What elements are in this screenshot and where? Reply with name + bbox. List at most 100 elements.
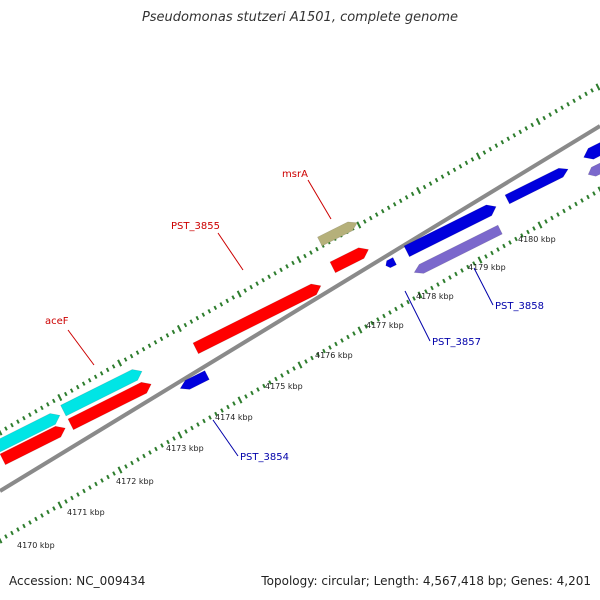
lower-scale-tick [370, 320, 374, 326]
acef-label: aceF [45, 316, 69, 327]
upper-scale-tick [524, 126, 529, 131]
upper-scale-tick [243, 288, 247, 293]
lower-scale-tick [184, 429, 188, 434]
lower-scale-tick [208, 415, 212, 420]
genome-backbone [0, 124, 600, 493]
upper-scale-tick [10, 422, 14, 428]
lower-scale-tick [556, 212, 560, 217]
scale-label: 4170 kbp [17, 541, 55, 550]
lower-scale-tick [136, 457, 140, 462]
lower-scale-tick [592, 191, 596, 196]
upper-scale-tick [458, 164, 463, 169]
upper-scale-tick [500, 139, 505, 145]
upper-scale-tick [296, 255, 302, 264]
upper-scale-tick [595, 83, 600, 91]
upper-scale-tick [273, 271, 277, 276]
upper-scale-tick [434, 177, 439, 183]
lower-scale-tick [382, 313, 386, 319]
upper-scale-tick [482, 150, 487, 155]
lower-scale-tick [148, 450, 152, 455]
upper-scale-tick [255, 281, 259, 286]
lower-scale-tick [436, 282, 440, 287]
lower-scale-tick [357, 326, 363, 334]
pst-3857-leader [404, 290, 431, 342]
upper-scale-tick [572, 98, 576, 104]
lower-scale-tick [280, 373, 284, 378]
lower-scale-tick [448, 275, 452, 280]
upper-scale-tick [16, 419, 20, 424]
upper-scale-tick [518, 129, 523, 135]
upper-scale-tick [404, 195, 409, 200]
lower-scale-tick [4, 534, 8, 539]
map-title: Pseudomonas stutzeri A1501, complete gen… [141, 10, 459, 25]
lower-scale-tick [226, 404, 230, 410]
gene-pst-3855 [192, 283, 322, 355]
msra-leader [307, 179, 332, 220]
upper-scale-tick [105, 367, 110, 373]
gene-forward-1 [0, 425, 66, 466]
pst-3855-label: PST_3855 [171, 221, 220, 232]
lower-scale-tick [502, 243, 506, 249]
lower-scale-tick [0, 537, 3, 544]
lower-scale-tick [142, 453, 146, 459]
lower-scale-tick [268, 380, 272, 385]
lower-scale-tick [52, 506, 56, 511]
lower-scale-tick [484, 254, 488, 259]
upper-scale-tick [578, 95, 582, 100]
upper-scale-tick [176, 324, 182, 333]
gene-pst-3857 [385, 257, 397, 269]
upper-scale-tick [189, 319, 194, 324]
upper-scale-tick [303, 253, 307, 259]
upper-scale-tick [195, 315, 200, 321]
upper-scale-tick [374, 212, 379, 217]
upper-scale-tick [452, 167, 457, 173]
scale-label: 4175 kbp [265, 382, 303, 391]
lower-scale-tick [244, 394, 248, 399]
lower-scale-tick [316, 352, 320, 357]
pst-3858-label: PST_3858 [495, 301, 544, 312]
gene-msra [317, 221, 358, 247]
scale-label: 4179 kbp [468, 263, 506, 272]
lower-scale-tick [520, 233, 524, 238]
lower-scale-tick [417, 291, 423, 299]
upper-scale-tick [135, 350, 140, 355]
lower-scale-tick [274, 376, 278, 382]
lower-scale-tick [76, 492, 80, 497]
pst-3854-label: PST_3854 [240, 452, 289, 463]
pst-3857-label: PST_3857 [432, 337, 481, 348]
lower-scale-tick [574, 201, 578, 207]
lower-scale-tick [454, 271, 458, 277]
scale-label: 4177 kbp [366, 321, 404, 330]
upper-scale-tick [590, 88, 594, 93]
lower-scale-tick [220, 408, 224, 413]
lower-scale-tick [400, 303, 404, 308]
upper-scale-tick [141, 346, 146, 352]
lower-scale-tick [10, 530, 14, 536]
acef-leader [67, 329, 95, 366]
scale-label: 4173 kbp [166, 444, 204, 453]
lower-scale-tick [352, 331, 356, 336]
lower-scale-tick [214, 411, 218, 417]
lower-scale-tick [16, 527, 20, 532]
lower-scale-tick [508, 240, 512, 245]
lower-scale-tick [406, 299, 410, 305]
lower-scale-tick [490, 250, 494, 256]
gene-reverse-2 [504, 167, 569, 205]
lower-scale-tick [472, 261, 476, 266]
upper-scale-tick [123, 357, 128, 362]
lower-scale-tick [496, 247, 500, 252]
lower-scale-tick [514, 236, 518, 242]
upper-scale-tick [554, 108, 558, 114]
upper-scale-tick [183, 322, 188, 328]
upper-scale-tick [225, 298, 230, 304]
upper-scale-tick [285, 264, 289, 269]
upper-scale-tick [117, 359, 123, 367]
scale-label: 4178 kbp [416, 292, 454, 301]
upper-scale-tick [530, 122, 535, 128]
upper-scale-tick [81, 381, 86, 386]
upper-scale-tick [267, 274, 271, 279]
upper-scale-tick [171, 329, 176, 335]
lower-scale-tick [166, 439, 170, 445]
upper-scale-tick [52, 398, 56, 404]
